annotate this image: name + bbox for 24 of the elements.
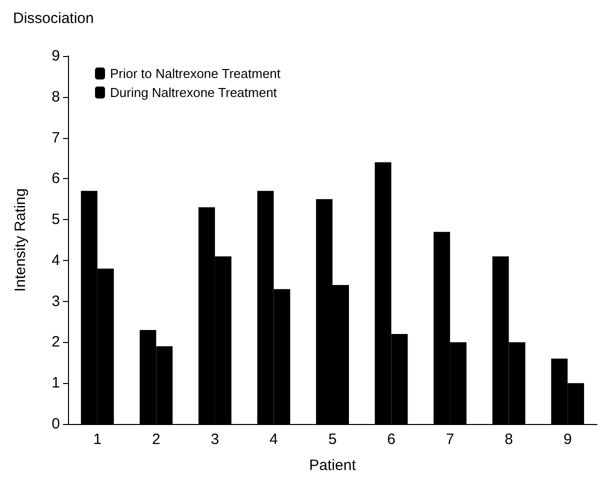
y-tick-label: 0 bbox=[52, 416, 60, 432]
x-tick-label: 3 bbox=[210, 431, 220, 448]
y-tick-label: 8 bbox=[52, 88, 60, 106]
y-tick-label: 1 bbox=[52, 374, 60, 392]
x-axis-title: Patient bbox=[309, 457, 357, 474]
y-tick-label: 2 bbox=[52, 334, 60, 351]
y-axis-title: Intensity Rating bbox=[12, 188, 29, 292]
legend-label: Prior to Naltrexone Treatment bbox=[110, 66, 281, 81]
y-tick-label: 9 bbox=[52, 48, 60, 64]
y-tick-label: 4 bbox=[52, 252, 60, 269]
x-tick-label: 6 bbox=[387, 431, 396, 448]
x-tick-label: 9 bbox=[563, 431, 572, 448]
x-tick-label: 7 bbox=[446, 431, 454, 448]
y-tick-label: 5 bbox=[52, 211, 60, 228]
y-tick-label: 6 bbox=[52, 170, 60, 188]
y-tick-label: 3 bbox=[52, 292, 60, 310]
x-tick-label: 1 bbox=[93, 431, 102, 448]
x-tick-label: 8 bbox=[504, 431, 514, 448]
legend-label: During Naltrexone Treatment bbox=[110, 85, 278, 100]
chart-title: Dissociation bbox=[13, 10, 94, 27]
x-tick-label: 2 bbox=[152, 431, 160, 448]
x-tick-label: 5 bbox=[328, 431, 337, 448]
y-tick-label: 7 bbox=[52, 129, 60, 146]
x-tick-label: 4 bbox=[270, 431, 278, 448]
